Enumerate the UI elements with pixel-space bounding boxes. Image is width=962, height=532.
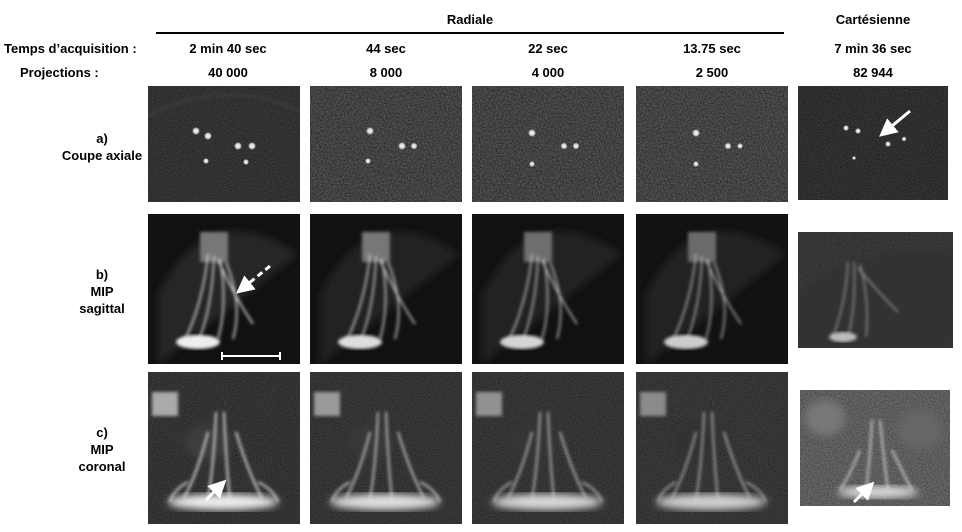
coronal-cartesian-arrow-icon <box>852 481 875 504</box>
row-b-label: b) MIP sagittal <box>42 266 162 317</box>
col1-time: 2 min 40 sec <box>189 41 267 56</box>
row-c-title: MIP <box>90 442 114 457</box>
radial-group-rule <box>156 32 784 34</box>
axial-arrow-icon <box>879 109 911 137</box>
radial-group-label: Radiale <box>446 12 494 27</box>
axial-image-40000 <box>148 86 300 202</box>
col4-projections: 2 500 <box>695 65 729 80</box>
axial-image-8000 <box>310 86 462 202</box>
col5-time: 7 min 36 sec <box>834 41 912 56</box>
row-c-subtitle: coronal <box>78 459 126 474</box>
coronal-arrow-icon <box>204 479 227 502</box>
coronal-mip-cartesian <box>800 390 950 506</box>
row-b-subtitle: sagittal <box>79 301 125 316</box>
axial-image-cartesian <box>798 86 948 200</box>
projections-label: Projections : <box>20 65 99 80</box>
row-a-label: a) Coupe axiale <box>42 130 162 164</box>
col1-projections: 40 000 <box>208 65 248 80</box>
axial-image-2500 <box>636 86 788 202</box>
row-a-letter: a) <box>96 131 108 146</box>
axial-image-4000 <box>472 86 624 202</box>
coronal-mip-2500 <box>636 372 788 524</box>
col5-projections: 82 944 <box>853 65 893 80</box>
coronal-mip-8000 <box>310 372 462 524</box>
sagittal-dashed-arrow-icon <box>236 264 271 294</box>
col4-time: 13.75 sec <box>683 41 741 56</box>
col3-time: 22 sec <box>528 41 568 56</box>
row-b-letter: b) <box>95 267 109 282</box>
sagittal-mip-40000 <box>148 214 300 364</box>
coronal-mip-4000 <box>472 372 624 524</box>
sagittal-mip-4000 <box>472 214 624 364</box>
sagittal-mip-2500 <box>636 214 788 364</box>
row-c-label: c) MIP coronal <box>42 424 162 475</box>
acquisition-time-label: Temps d’acquisition : <box>4 41 137 56</box>
row-b-title: MIP <box>90 284 114 299</box>
sagittal-mip-cartesian <box>798 232 953 348</box>
cartesian-group-label: Cartésienne <box>835 12 911 27</box>
scale-bar <box>221 352 281 360</box>
row-c-letter: c) <box>96 425 108 440</box>
row-a-title: Coupe axiale <box>61 148 143 163</box>
sagittal-mip-8000 <box>310 214 462 364</box>
coronal-mip-40000 <box>148 372 300 524</box>
col2-projections: 8 000 <box>369 65 403 80</box>
col2-time: 44 sec <box>366 41 406 56</box>
col3-projections: 4 000 <box>531 65 565 80</box>
